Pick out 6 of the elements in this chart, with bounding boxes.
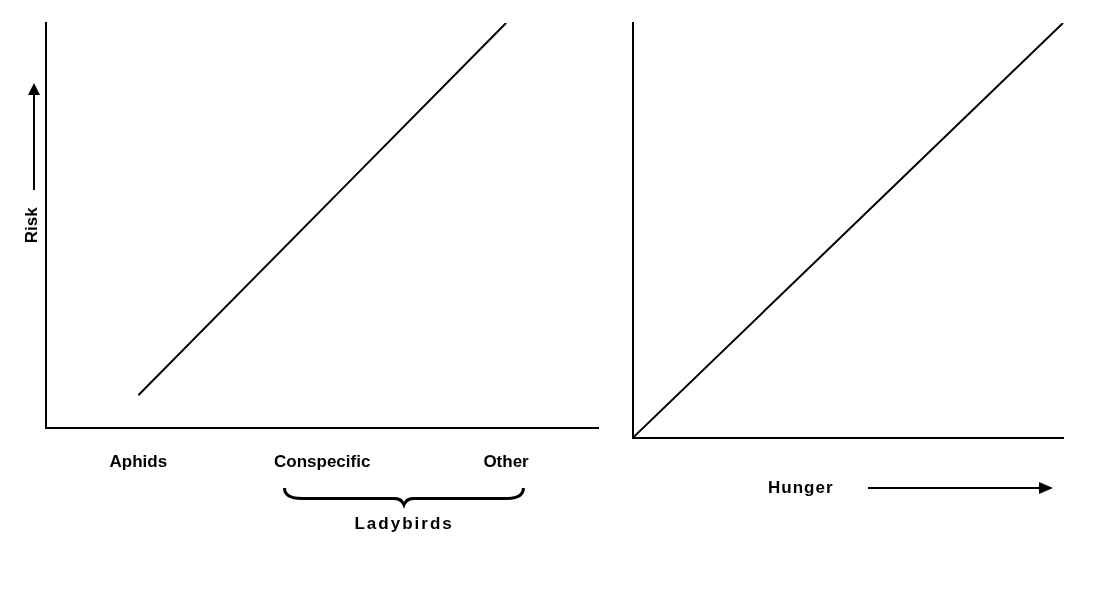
x-tick-label: Other — [483, 452, 530, 472]
x-tick-label: Aphids — [109, 452, 168, 472]
x-tick-label: Conspecific — [274, 452, 371, 472]
x-axis-title: Hunger — [768, 477, 834, 498]
text: Ladybirds — [353, 513, 455, 534]
y-axis-title: Risk — [21, 206, 41, 244]
